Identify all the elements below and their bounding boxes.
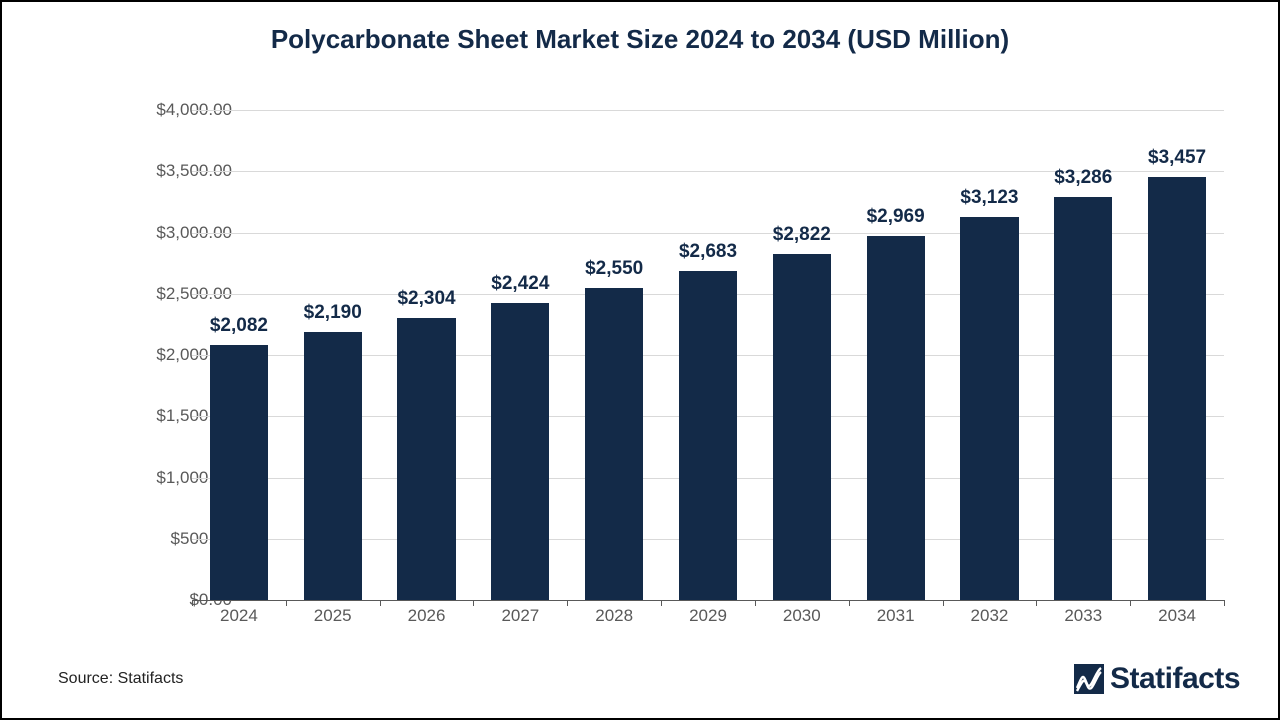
statifacts-icon [1074,664,1104,694]
data-label: $2,822 [773,224,831,246]
bar [867,236,925,600]
data-label: $3,457 [1148,147,1206,169]
bar [304,332,362,600]
x-tick-label: 2025 [314,606,352,626]
x-tick-mark [1224,600,1225,606]
x-tick-mark [473,600,474,606]
data-label: $2,190 [304,302,362,324]
x-tick-mark [1036,600,1037,606]
x-tick-label: 2024 [220,606,258,626]
bar [585,288,643,600]
x-tick-label: 2030 [783,606,821,626]
brand-logo: Statifacts [1074,662,1240,696]
source-text: Source: Statifacts [58,670,183,688]
x-tick-label: 2029 [689,606,727,626]
bar [679,271,737,600]
x-tick-label: 2026 [408,606,446,626]
x-tick-label: 2034 [1158,606,1196,626]
x-tick-mark [849,600,850,606]
bar [1054,197,1112,600]
data-label: $3,123 [960,187,1018,209]
x-tick-mark [380,600,381,606]
x-axis-line [192,600,1224,601]
x-tick-mark [192,600,193,606]
data-label: $2,424 [491,273,549,295]
brand-text: Statifacts [1110,662,1240,696]
x-tick-mark [567,600,568,606]
data-label: $2,304 [397,288,455,310]
x-tick-mark [755,600,756,606]
bar [773,254,831,600]
bar [210,345,268,600]
chart-frame: Polycarbonate Sheet Market Size 2024 to … [0,0,1280,720]
bar [1148,177,1206,600]
bar [960,217,1018,600]
data-label: $2,969 [867,206,925,228]
x-tick-mark [943,600,944,606]
x-tick-label: 2032 [971,606,1009,626]
chart-title: Polycarbonate Sheet Market Size 2024 to … [2,24,1278,55]
bar [397,318,455,600]
data-label: $2,082 [210,315,268,337]
x-tick-label: 2028 [595,606,633,626]
x-tick-mark [286,600,287,606]
x-tick-mark [1130,600,1131,606]
plot-area: $2,082 $2,190 $2,304 $2,424 $2,550 $2,683 $2,8… [192,110,1224,600]
x-tick-label: 2033 [1064,606,1102,626]
data-label: $2,550 [585,258,643,280]
x-tick-mark [661,600,662,606]
x-tick-label: 2027 [501,606,539,626]
data-label: $3,286 [1054,167,1112,189]
gridline [192,110,1224,111]
bar [491,303,549,600]
x-tick-label: 2031 [877,606,915,626]
data-label: $2,683 [679,241,737,263]
